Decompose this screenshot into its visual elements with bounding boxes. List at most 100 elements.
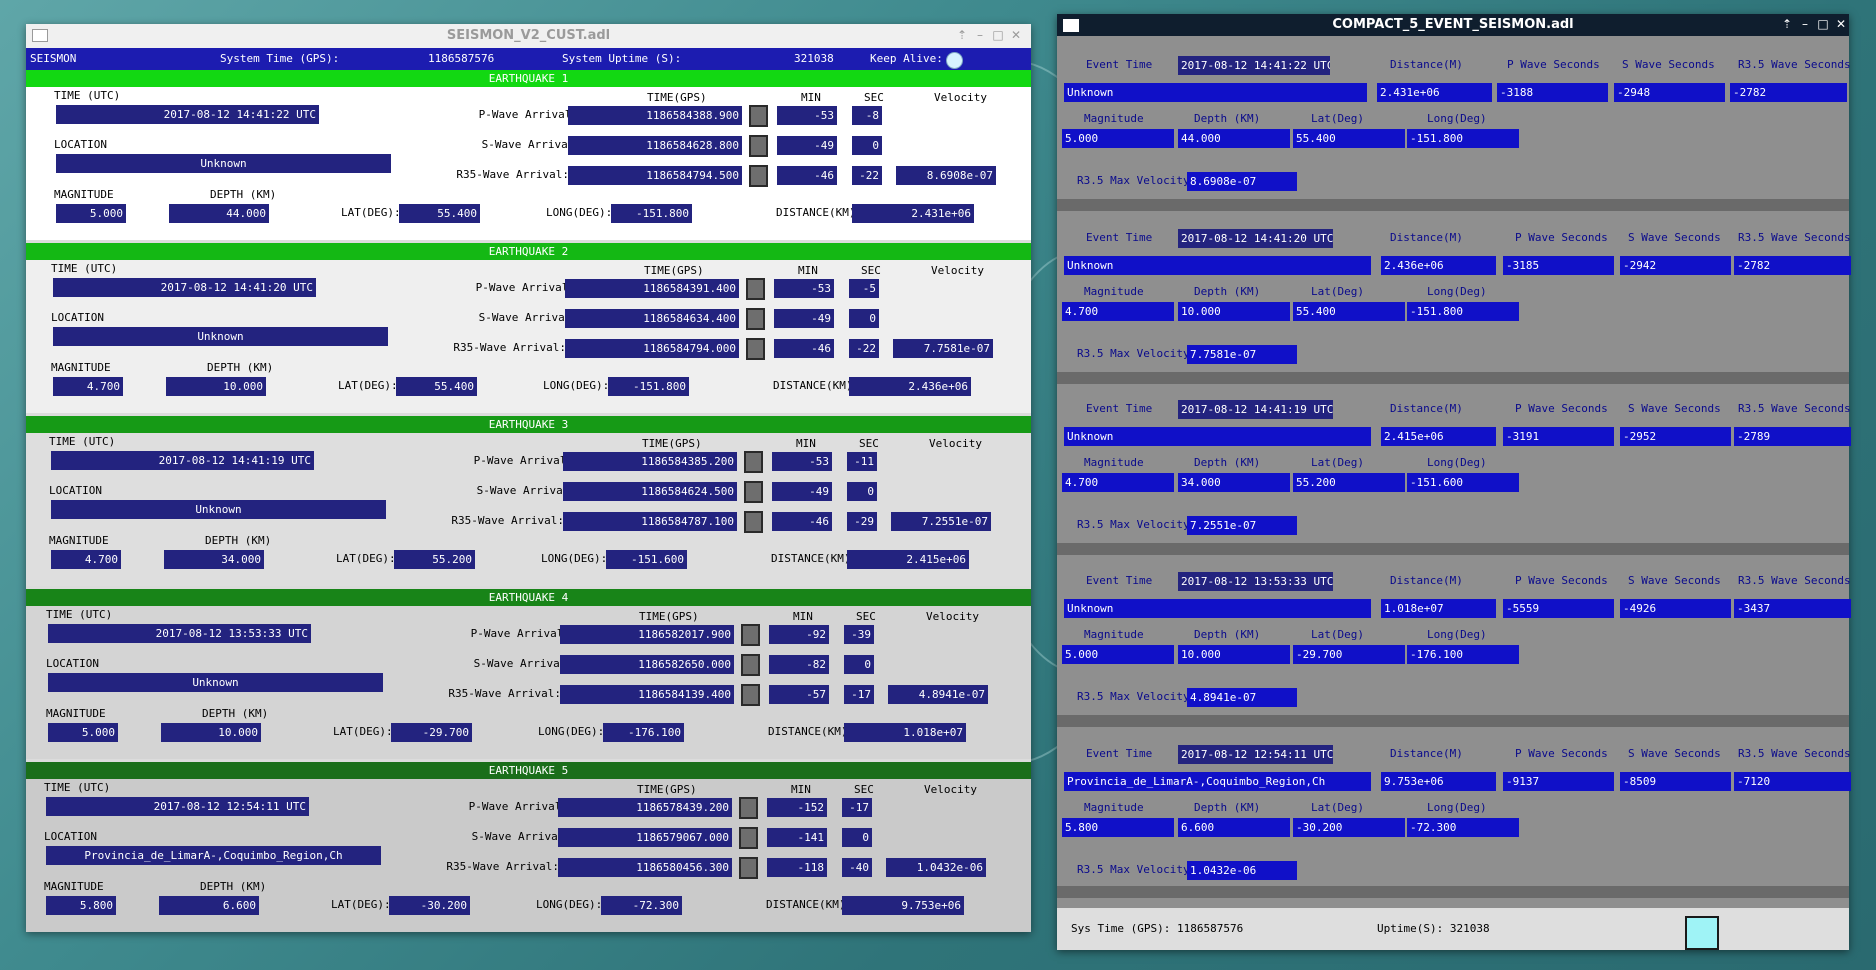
location-field: Unknown: [51, 500, 386, 519]
p-wave-action-button[interactable]: [744, 451, 763, 473]
heartbeat-indicator: [1685, 916, 1719, 950]
location-field: Unknown: [1064, 599, 1371, 618]
window-menu-icon[interactable]: [32, 29, 48, 42]
long-field: -72.300: [1407, 818, 1519, 837]
event-time-field: 2017-08-12 14:41:20 UTC: [1178, 229, 1333, 248]
velocity-header: Velocity: [931, 264, 984, 277]
r35-wave-field: -3437: [1734, 599, 1851, 618]
lat-field: 55.400: [1293, 302, 1405, 321]
r35-wave-action-button[interactable]: [739, 857, 758, 879]
s-wave-action-button[interactable]: [741, 654, 760, 676]
distance-field: 2.436e+06: [849, 377, 971, 396]
velocity-field: 7.2551e-07: [891, 512, 991, 531]
r35-wave-action-button[interactable]: [749, 165, 768, 187]
window-menu-icon[interactable]: [1063, 19, 1079, 32]
earthquake-title: EARTHQUAKE 4: [26, 589, 1031, 606]
distance-label: Distance(M): [1390, 402, 1463, 415]
time-utc-label: TIME (UTC): [51, 262, 118, 275]
lat-field: -30.200: [389, 896, 470, 915]
p-wave-action-button[interactable]: [739, 797, 758, 819]
lat-label: LAT(DEG):: [338, 379, 398, 392]
distance-label: DISTANCE(KM):: [771, 552, 858, 565]
p-wave-sec-field: -8: [852, 106, 882, 125]
window-titlebar[interactable]: COMPACT_5_EVENT_SEISMON.adl ⇡ – □ ✕: [1057, 14, 1849, 36]
pin-icon[interactable]: ⇡: [956, 28, 968, 42]
depth-field: 44.000: [169, 204, 269, 223]
window-titlebar[interactable]: SEISMON_V2_CUST.adl ⇡ – □ ✕: [26, 24, 1031, 49]
s-wave-gps-field: 1186582650.000: [560, 655, 734, 674]
r35-wave-action-button[interactable]: [746, 338, 765, 360]
s-wave-min-field: -82: [769, 655, 829, 674]
magnitude-label: Magnitude: [1084, 112, 1144, 125]
event-row: Event Time 2017-08-12 14:41:19 UTC Distanc…: [1057, 380, 1851, 555]
max-velocity-field: 7.2551e-07: [1187, 516, 1297, 535]
s-wave-action-button[interactable]: [749, 135, 768, 157]
s-wave-action-button[interactable]: [739, 827, 758, 849]
minimize-icon[interactable]: –: [977, 28, 983, 42]
s-wave-action-button[interactable]: [746, 308, 765, 330]
magnitude-field: 5.000: [56, 204, 126, 223]
close-icon[interactable]: ✕: [1010, 28, 1022, 42]
long-field: -151.600: [1407, 473, 1519, 492]
time-gps-header: TIME(GPS): [647, 91, 707, 104]
depth-label: DEPTH (KM): [207, 361, 274, 374]
close-icon[interactable]: ✕: [1835, 17, 1847, 31]
time-utc-label: TIME (UTC): [44, 781, 111, 794]
depth-field: 10.000: [161, 723, 261, 742]
keep-alive-indicator: [946, 52, 963, 69]
long-label: Long(Deg): [1427, 112, 1487, 125]
magnitude-label: MAGNITUDE: [54, 188, 114, 201]
depth-label: Depth (KM): [1194, 112, 1261, 125]
s-wave-min-field: -49: [777, 136, 837, 155]
earthquake-title: EARTHQUAKE 5: [26, 762, 1031, 779]
r35-wave-action-button[interactable]: [744, 511, 763, 533]
s-wave-gps-field: 1186579067.000: [558, 828, 732, 847]
r35-wave-label: R3.5 Wave Seconds: [1738, 58, 1851, 71]
earthquake-panel: EARTHQUAKE 4 TIME (UTC) 2017-08-12 13:53:3…: [26, 589, 1031, 759]
event-row: Event Time 2017-08-12 14:41:22 UTC Distanc…: [1057, 36, 1851, 211]
r35-wave-label: R35-Wave Arrival:: [446, 860, 559, 873]
seismon-window: SEISMON_V2_CUST.adl ⇡ – □ ✕ SEISMON Syst…: [26, 24, 1031, 932]
event-row: Event Time 2017-08-12 14:41:20 UTC Distanc…: [1057, 209, 1851, 384]
maximize-icon[interactable]: □: [992, 28, 1004, 42]
p-wave-action-button[interactable]: [741, 624, 760, 646]
max-velocity-label: R3.5 Max Velocity: [1077, 863, 1190, 876]
time-gps-header: TIME(GPS): [639, 610, 699, 623]
window-title: SEISMON_V2_CUST.adl: [446, 28, 611, 43]
earthquake-title: EARTHQUAKE 1: [26, 70, 1031, 87]
location-label: LOCATION: [51, 311, 104, 324]
pin-icon[interactable]: ⇡: [1781, 17, 1793, 31]
p-wave-label: P-Wave Arrival:: [470, 627, 570, 640]
minimize-icon[interactable]: –: [1802, 17, 1808, 31]
lat-label: LAT(DEG):: [341, 206, 401, 219]
min-header: MIN: [801, 91, 821, 104]
magnitude-field: 5.800: [46, 896, 116, 915]
min-header: MIN: [791, 783, 811, 796]
lat-label: LAT(DEG):: [331, 898, 391, 911]
time-utc-field: 2017-08-12 12:54:11 UTC: [46, 797, 309, 816]
max-velocity-label: R3.5 Max Velocity: [1077, 347, 1190, 360]
system-time-value: 1186587576: [428, 52, 495, 65]
p-wave-label: P-Wave Arrival:: [468, 800, 568, 813]
p-wave-action-button[interactable]: [749, 105, 768, 127]
long-label: Long(Deg): [1427, 285, 1487, 298]
sec-header: SEC: [854, 783, 874, 796]
max-velocity-field: 8.6908e-07: [1187, 172, 1297, 191]
location-field: Provincia_de_LimarA-,Coquimbo_Region,Ch: [46, 846, 381, 865]
p-wave-action-button[interactable]: [746, 278, 765, 300]
s-wave-action-button[interactable]: [744, 481, 763, 503]
maximize-icon[interactable]: □: [1817, 17, 1829, 31]
p-wave-sec-field: -5: [849, 279, 879, 298]
depth-field: 34.000: [164, 550, 264, 569]
lat-label: Lat(Deg): [1311, 628, 1364, 641]
long-field: -151.800: [611, 204, 692, 223]
s-wave-gps-field: 1186584634.400: [565, 309, 739, 328]
event-time-field: 2017-08-12 13:53:33 UTC: [1178, 572, 1333, 591]
velocity-field: 7.7581e-07: [893, 339, 993, 358]
lat-label: Lat(Deg): [1311, 285, 1364, 298]
r35-wave-action-button[interactable]: [741, 684, 760, 706]
compact-seismon-window: COMPACT_5_EVENT_SEISMON.adl ⇡ – □ ✕ Even…: [1057, 14, 1851, 950]
s-wave-label: S-Wave Arrival:: [476, 484, 576, 497]
lat-field: -30.200: [1293, 818, 1405, 837]
lat-field: -29.700: [391, 723, 472, 742]
